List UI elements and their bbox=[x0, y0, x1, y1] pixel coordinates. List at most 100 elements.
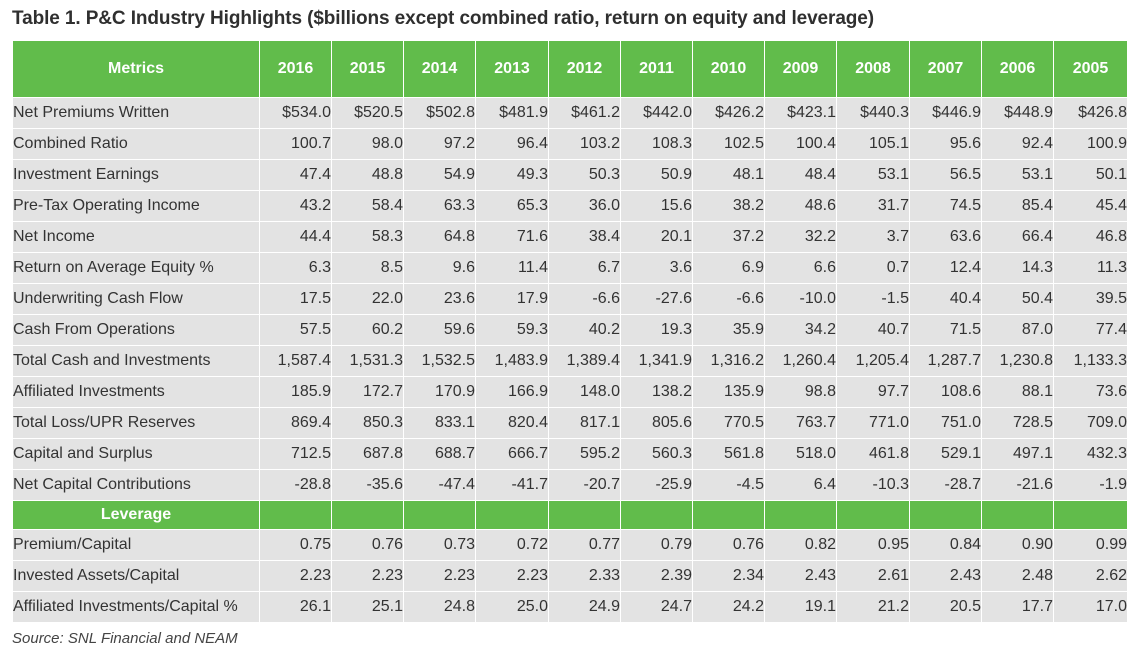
cell-2014: 54.9 bbox=[403, 159, 476, 191]
cell-2009: 34.2 bbox=[764, 314, 837, 346]
cell-2010: 2.34 bbox=[692, 560, 765, 592]
cell-2012: 36.0 bbox=[548, 190, 621, 222]
cell-2005: 11.3 bbox=[1053, 252, 1128, 284]
cell-2007: 0.84 bbox=[909, 529, 982, 561]
cell-2010: 37.2 bbox=[692, 221, 765, 253]
cell-2009: 48.6 bbox=[764, 190, 837, 222]
cell-2016: 1,587.4 bbox=[259, 345, 332, 377]
cell-2009: 98.8 bbox=[764, 376, 837, 408]
cell-2013: 0.72 bbox=[475, 529, 549, 561]
cell-2008: 0.7 bbox=[836, 252, 910, 284]
cell-2009: 763.7 bbox=[764, 407, 837, 439]
cell-2013: 25.0 bbox=[475, 591, 549, 623]
cell-2016: 57.5 bbox=[259, 314, 332, 346]
cell-2005: 46.8 bbox=[1053, 221, 1128, 253]
row-label: Total Cash and Investments bbox=[12, 345, 260, 377]
cell-2006: 88.1 bbox=[981, 376, 1054, 408]
cell-2010: 38.2 bbox=[692, 190, 765, 222]
cell-2008: 31.7 bbox=[836, 190, 910, 222]
cell-2016: 26.1 bbox=[259, 591, 332, 623]
cell-2015: 0.76 bbox=[331, 529, 404, 561]
cell-2007: 751.0 bbox=[909, 407, 982, 439]
cell-2008: 97.7 bbox=[836, 376, 910, 408]
cell-2014: $502.8 bbox=[403, 97, 476, 129]
cell-2012: 2.33 bbox=[548, 560, 621, 592]
cell-2011: $442.0 bbox=[620, 97, 693, 129]
row-label: Affiliated Investments/Capital % bbox=[12, 591, 260, 623]
section-empty-cell bbox=[981, 500, 1054, 530]
table-row-pre-tax-operating-income: Pre-Tax Operating Income 43.2 58.4 63.3 65.3… bbox=[12, 190, 1128, 222]
cell-2006: 17.7 bbox=[981, 591, 1054, 623]
cell-2012: 817.1 bbox=[548, 407, 621, 439]
row-label: Net Income bbox=[12, 221, 260, 253]
table-row-total-loss-upr-reserves: Total Loss/UPR Reserves 869.4 850.3 833.1 82… bbox=[12, 407, 1128, 439]
column-header-2006: 2006 bbox=[981, 40, 1054, 98]
cell-2013: 1,483.9 bbox=[475, 345, 549, 377]
cell-2012: 103.2 bbox=[548, 128, 621, 160]
cell-2013: 166.9 bbox=[475, 376, 549, 408]
cell-2006: 728.5 bbox=[981, 407, 1054, 439]
cell-2014: 9.6 bbox=[403, 252, 476, 284]
table-row-combined-ratio: Combined Ratio 100.7 98.0 97.2 96.4 103.2 108.… bbox=[12, 128, 1128, 160]
cell-2007: -28.7 bbox=[909, 469, 982, 501]
cell-2013: 666.7 bbox=[475, 438, 549, 470]
cell-2005: 45.4 bbox=[1053, 190, 1128, 222]
section-empty-cell bbox=[620, 500, 693, 530]
cell-2011: 20.1 bbox=[620, 221, 693, 253]
cell-2007: 56.5 bbox=[909, 159, 982, 191]
cell-2013: 11.4 bbox=[475, 252, 549, 284]
cell-2010: 6.9 bbox=[692, 252, 765, 284]
cell-2015: 22.0 bbox=[331, 283, 404, 315]
cell-2015: 687.8 bbox=[331, 438, 404, 470]
cell-2013: 17.9 bbox=[475, 283, 549, 315]
table-row-affiliated-investments: Affiliated Investments 185.9 172.7 170.9 166… bbox=[12, 376, 1128, 408]
table-row-invested-assets-capital: Invested Assets/Capital 2.23 2.23 2.23 2.23 2… bbox=[12, 560, 1128, 592]
cell-2016: 47.4 bbox=[259, 159, 332, 191]
row-label: Capital and Surplus bbox=[12, 438, 260, 470]
cell-2006: 53.1 bbox=[981, 159, 1054, 191]
cell-2010: 1,316.2 bbox=[692, 345, 765, 377]
cell-2011: 560.3 bbox=[620, 438, 693, 470]
section-empty-cell bbox=[1053, 500, 1128, 530]
cell-2008: 21.2 bbox=[836, 591, 910, 623]
cell-2009: 100.4 bbox=[764, 128, 837, 160]
section-empty-cell bbox=[692, 500, 765, 530]
source-note: Source: SNL Financial and NEAM bbox=[12, 630, 238, 647]
cell-2014: -47.4 bbox=[403, 469, 476, 501]
cell-2008: 3.7 bbox=[836, 221, 910, 253]
row-label: Underwriting Cash Flow bbox=[12, 283, 260, 315]
table-row-premium-capital: Premium/Capital 0.75 0.76 0.73 0.72 0.77 0.79 0… bbox=[12, 529, 1128, 561]
cell-2013: 59.3 bbox=[475, 314, 549, 346]
section-empty-cell bbox=[909, 500, 982, 530]
cell-2005: 50.1 bbox=[1053, 159, 1128, 191]
row-label: Affiliated Investments bbox=[12, 376, 260, 408]
cell-2013: 96.4 bbox=[475, 128, 549, 160]
cell-2009: 6.6 bbox=[764, 252, 837, 284]
table-row-capital-and-surplus: Capital and Surplus 712.5 687.8 688.7 666.7 5… bbox=[12, 438, 1128, 470]
cell-2014: 59.6 bbox=[403, 314, 476, 346]
cell-2011: 0.79 bbox=[620, 529, 693, 561]
column-header-2011: 2011 bbox=[620, 40, 693, 98]
section-empty-cell bbox=[403, 500, 476, 530]
cell-2012: $461.2 bbox=[548, 97, 621, 129]
table-title: Table 1. P&C Industry Highlights ($billi… bbox=[12, 8, 874, 29]
cell-2007: 63.6 bbox=[909, 221, 982, 253]
cell-2006: 2.48 bbox=[981, 560, 1054, 592]
cell-2013: $481.9 bbox=[475, 97, 549, 129]
cell-2009: 19.1 bbox=[764, 591, 837, 623]
cell-2009: -10.0 bbox=[764, 283, 837, 315]
cell-2014: 97.2 bbox=[403, 128, 476, 160]
cell-2015: 60.2 bbox=[331, 314, 404, 346]
cell-2008: 461.8 bbox=[836, 438, 910, 470]
table-row-underwriting-cash-flow: Underwriting Cash Flow 17.5 22.0 23.6 17.9 -6… bbox=[12, 283, 1128, 315]
cell-2009: 48.4 bbox=[764, 159, 837, 191]
cell-2005: $426.8 bbox=[1053, 97, 1128, 129]
cell-2012: 38.4 bbox=[548, 221, 621, 253]
column-header-2005: 2005 bbox=[1053, 40, 1128, 98]
cell-2010: 0.76 bbox=[692, 529, 765, 561]
cell-2005: 100.9 bbox=[1053, 128, 1128, 160]
row-label: Invested Assets/Capital bbox=[12, 560, 260, 592]
cell-2011: 805.6 bbox=[620, 407, 693, 439]
cell-2010: 561.8 bbox=[692, 438, 765, 470]
cell-2014: 170.9 bbox=[403, 376, 476, 408]
